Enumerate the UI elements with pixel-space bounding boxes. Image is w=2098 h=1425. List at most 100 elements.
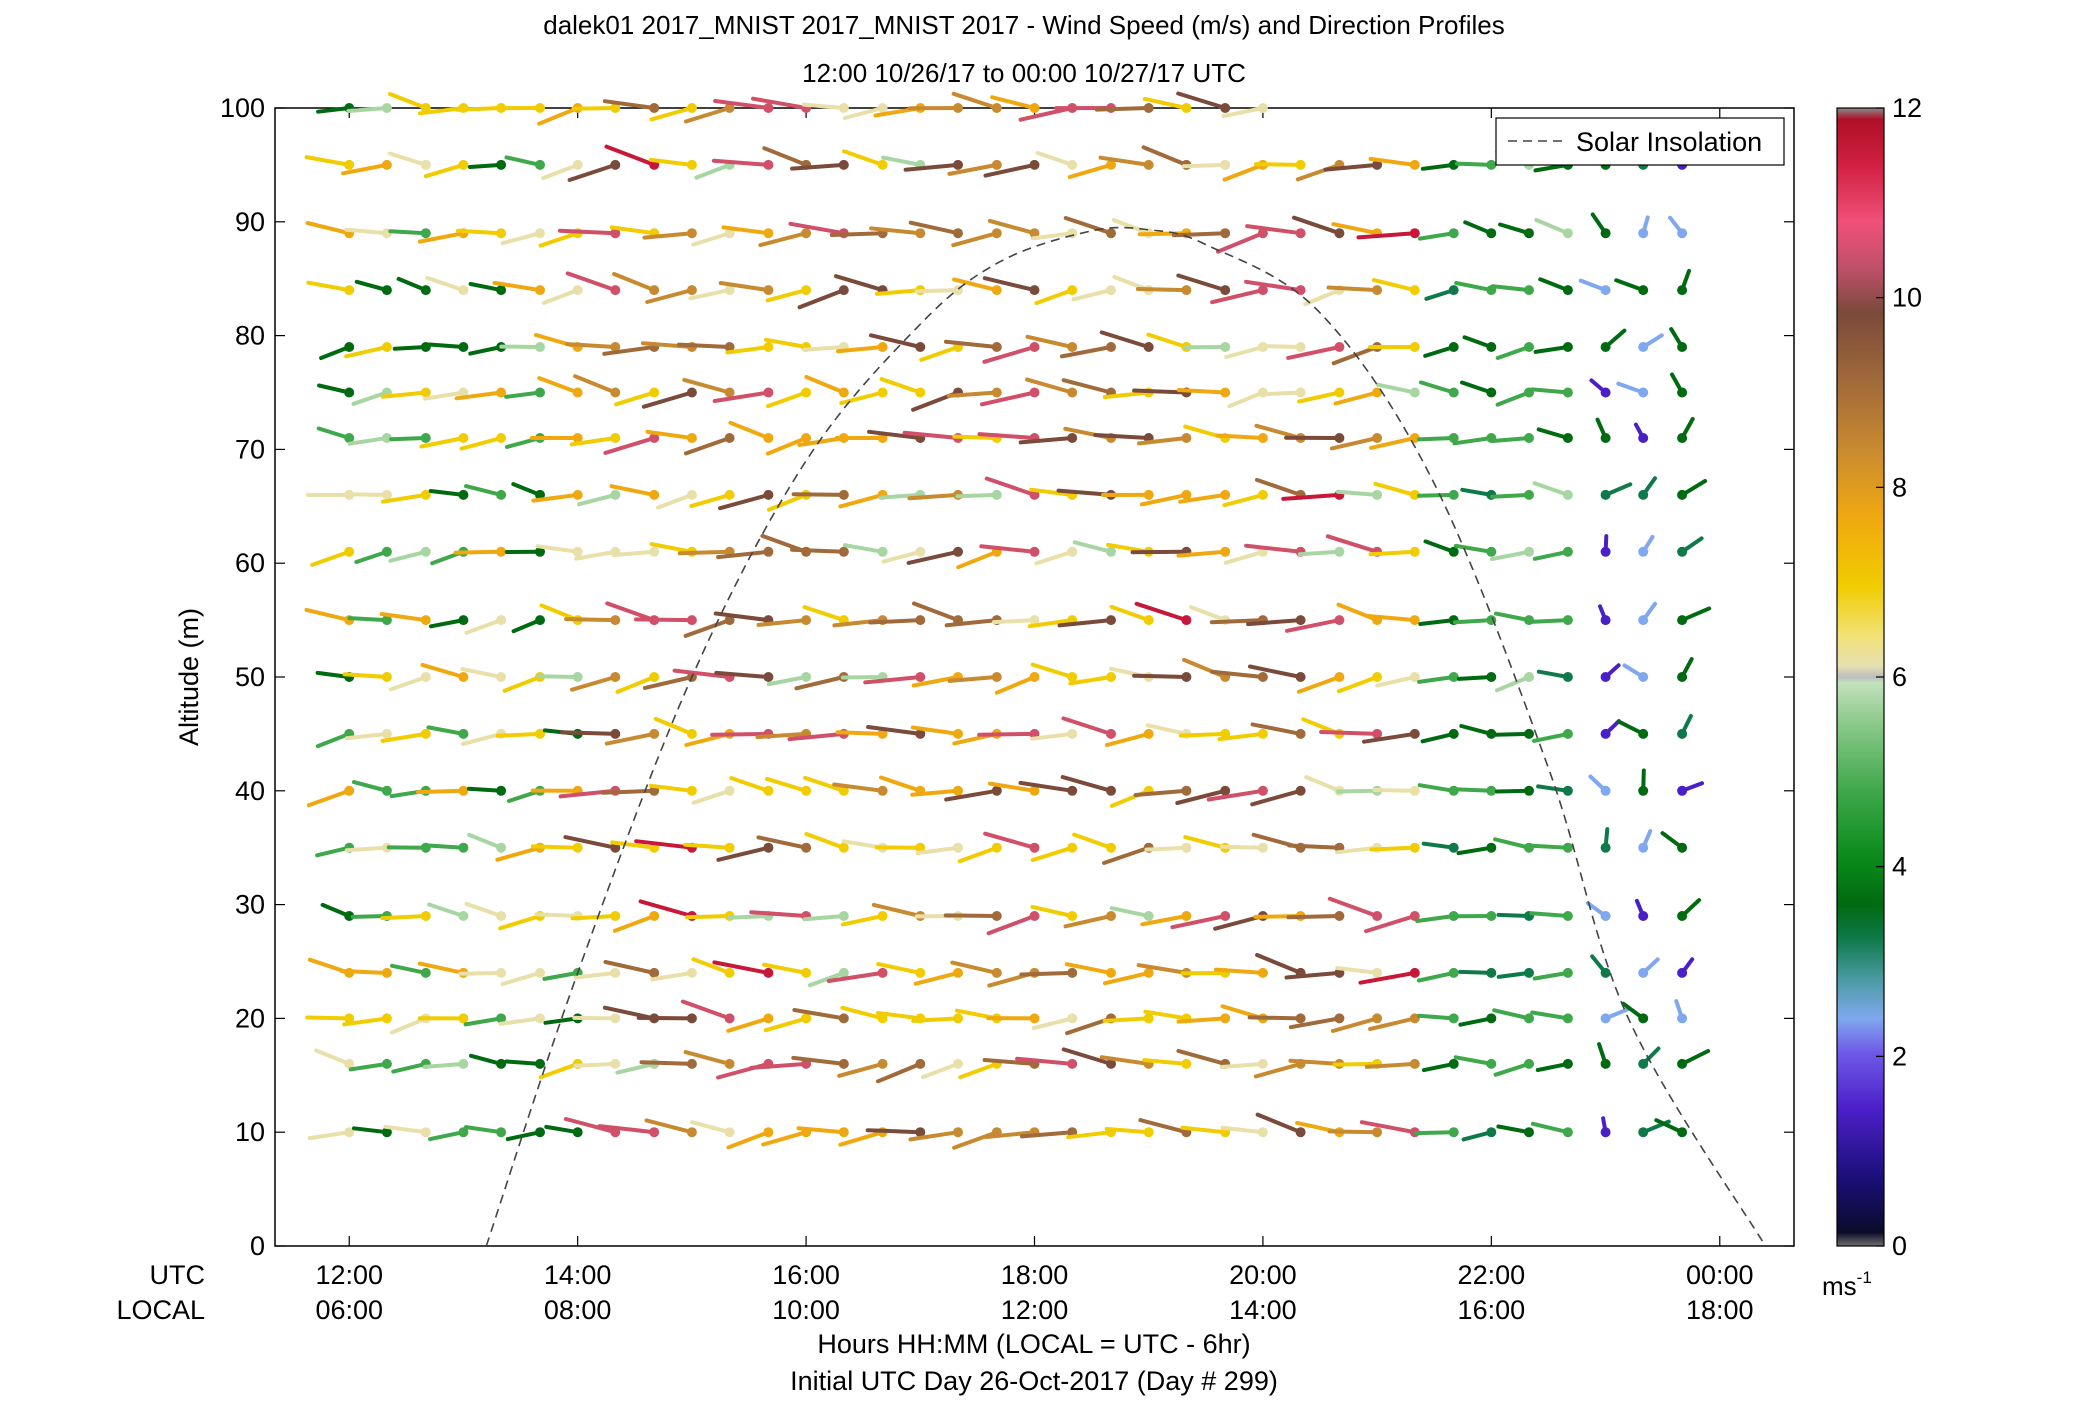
wind-barb-stick — [543, 1016, 580, 1025]
wind-barb-dot — [535, 615, 545, 626]
wind-barb-dot — [458, 1127, 469, 1138]
wind-barb-stick — [1141, 145, 1189, 167]
y-tick-label: 80 — [235, 321, 265, 351]
wind-barb-stick — [801, 102, 846, 110]
wind-barb-dot — [953, 546, 963, 557]
wind-barb-stick — [1102, 1016, 1151, 1023]
wind-barb-stick — [683, 618, 732, 638]
wind-barb-dot — [1067, 285, 1078, 296]
wind-barb-stick — [1369, 436, 1417, 450]
wind-barb-stick — [1221, 106, 1265, 119]
wind-barb-stick — [982, 1058, 1037, 1066]
wind-barb-stick — [419, 436, 466, 449]
wind-barb-stick — [952, 434, 999, 440]
wind-barb-stick — [422, 1061, 466, 1069]
wind-barb-stick — [1104, 1127, 1151, 1135]
wind-barb-dot — [420, 285, 431, 296]
wind-barb-dot — [458, 285, 469, 296]
wind-barb-stick — [1019, 970, 1075, 977]
wind-barb-stick — [834, 274, 885, 293]
wind-barb-stick — [915, 288, 960, 294]
wind-barb-dot — [763, 672, 774, 682]
wind-barb-stick — [832, 782, 885, 793]
wind-barb-dot — [877, 342, 888, 352]
wind-barb-stick — [1456, 845, 1494, 856]
wind-barb-stick — [1137, 436, 1189, 446]
wind-barb-dot — [496, 615, 507, 626]
wind-barb-dot — [1600, 228, 1611, 239]
wind-barb-stick — [1286, 914, 1342, 920]
x-tick-label-utc: 22:00 — [1458, 1260, 1526, 1290]
wind-barb-stick — [612, 914, 657, 933]
wind-barb-stick — [341, 162, 389, 176]
x-row2-label: LOCAL — [116, 1295, 205, 1325]
wind-barb-dot — [1067, 1013, 1078, 1024]
wind-barb-dot — [496, 285, 507, 296]
wind-barb-dot — [915, 228, 926, 239]
wind-barb-dot — [610, 1013, 621, 1024]
wind-barb-dot — [535, 546, 545, 557]
wind-barb-dot — [877, 546, 888, 557]
wind-barb-stick — [504, 390, 542, 399]
wind-barb-dot — [838, 967, 849, 978]
wind-barb-dot — [1334, 615, 1345, 626]
wind-barb-dot — [344, 1013, 355, 1024]
wind-barb-dot — [838, 159, 849, 170]
wind-barb-stick — [495, 845, 542, 862]
wind-barb-stick — [563, 835, 618, 850]
wind-barb-dot — [1067, 672, 1078, 682]
wind-barb-stick — [391, 1061, 428, 1074]
wind-barb-stick — [611, 549, 657, 557]
wind-barb-dot — [1067, 728, 1078, 739]
wind-barb-stick — [464, 618, 504, 635]
wind-barb-dot — [1448, 489, 1459, 500]
wind-barb-stick — [1368, 549, 1417, 557]
wind-barb-dot — [1677, 228, 1688, 239]
wind-barb-stick — [429, 618, 466, 629]
wind-barb-stick — [559, 730, 618, 736]
wind-barb-dot — [496, 842, 507, 853]
wind-barb-dot — [649, 728, 660, 739]
colorbar-tick-label: 10 — [1892, 283, 1922, 313]
wind-barb-stick — [1072, 540, 1113, 554]
wind-barb-dot — [1448, 342, 1459, 352]
wind-barb-stick — [762, 146, 809, 167]
wind-barb-dot — [724, 285, 735, 296]
wind-barb-dot — [344, 546, 355, 557]
wind-barb-dot — [1106, 615, 1116, 626]
wind-barb-stick — [1459, 724, 1494, 736]
wind-barb-dot — [1257, 489, 1268, 500]
wind-barb-dot — [1067, 387, 1078, 398]
x-axis: 12:00 06:00 14:00 08:00 16:00 10:00 18:00 12:00… — [315, 108, 1754, 1325]
wind-barb-dot — [1029, 546, 1040, 557]
wind-barb-stick — [306, 280, 352, 293]
wind-barb-dot — [1295, 785, 1306, 796]
wind-barb-stick — [1495, 390, 1531, 407]
wind-barb-dot — [1409, 672, 1420, 682]
wind-barb-dot — [686, 615, 697, 626]
wind-barb-dot — [1486, 1013, 1497, 1024]
wind-barb-stick — [1098, 155, 1151, 167]
wind-barb-dot — [991, 672, 1002, 682]
wind-barb-dot — [535, 159, 545, 170]
wind-barb-stick — [755, 731, 809, 740]
wind-barb-dot — [1181, 672, 1192, 682]
wind-barb-stick — [1536, 784, 1570, 793]
wind-barb-dot — [1181, 911, 1192, 921]
wind-barb-stick — [1257, 390, 1303, 397]
wind-barb-dot — [344, 1127, 355, 1138]
wind-barb-stick — [1297, 549, 1342, 557]
wind-barb-dot — [991, 342, 1002, 352]
wind-barb-stick — [1368, 156, 1417, 167]
wind-barb-stick — [1492, 731, 1531, 737]
wind-barb-stick — [648, 783, 694, 793]
wind-barb-stick — [1494, 788, 1531, 794]
wind-barb-stick — [802, 345, 846, 352]
wind-barb-dot — [1106, 967, 1116, 978]
colorbar-tick-label: 2 — [1892, 1041, 1907, 1071]
wind-barb-stick — [645, 288, 694, 304]
wind-barb-stick — [1420, 162, 1456, 171]
wind-barb-dot — [344, 159, 355, 170]
wind-barb-stick — [1418, 618, 1456, 626]
wind-barb-stick — [1458, 969, 1494, 975]
